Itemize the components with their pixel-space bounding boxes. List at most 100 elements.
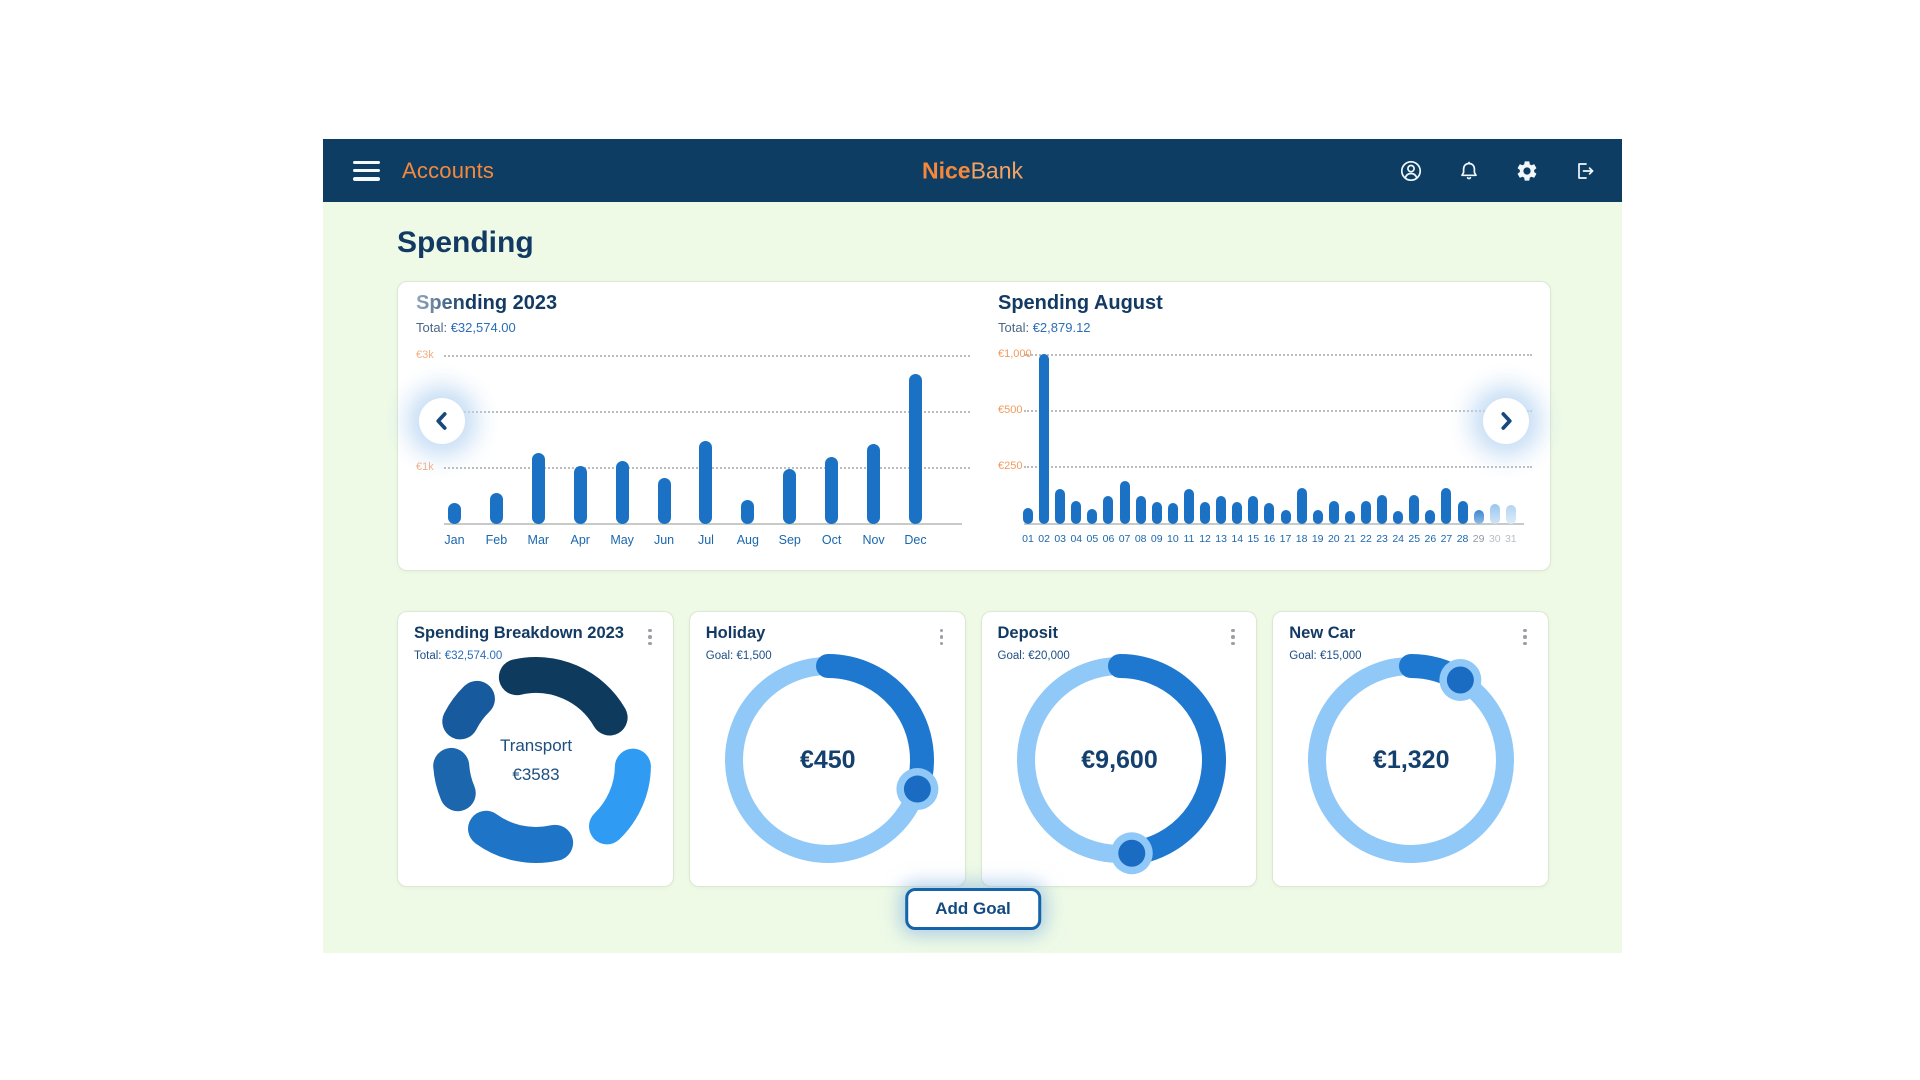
bar <box>1087 509 1098 524</box>
x-axis-category-label: Apr <box>570 533 590 547</box>
bar-column: Apr <box>570 341 590 547</box>
bar <box>1441 487 1452 524</box>
bar-column: 16 <box>1264 341 1275 545</box>
y-axis-tick-label: €250 <box>998 460 1023 473</box>
y-axis-tick-label: €1,000 <box>998 348 1032 361</box>
bar-column: 12 <box>1199 341 1211 545</box>
bar-column: 06 <box>1103 341 1114 545</box>
bar-column: Jul <box>698 341 714 547</box>
x-axis-category-label: 30 <box>1488 533 1501 545</box>
gauge-knob <box>1117 839 1145 867</box>
month-chart-total: Total: €2,879.12 <box>998 320 1163 335</box>
goal-value: €1,500 <box>736 650 772 662</box>
bar <box>1473 509 1484 524</box>
bar-column: Aug <box>737 341 759 547</box>
bar-column: 20 <box>1328 341 1340 545</box>
chevron-right-icon[interactable] <box>1483 398 1529 444</box>
bar-column: 07 <box>1119 341 1130 545</box>
bar <box>1023 507 1033 524</box>
bar <box>741 499 755 524</box>
month-chart-title: Spending August <box>998 292 1163 314</box>
nav-accounts-link[interactable]: Accounts <box>402 157 495 183</box>
month-chart-header: Spending August Total: €2,879.12 <box>998 292 1163 335</box>
x-axis-category-label: 02 <box>1038 533 1050 545</box>
kebab-menu-icon[interactable] <box>639 624 661 650</box>
card-title: New Car <box>1289 624 1356 642</box>
x-axis-line <box>1024 523 1524 525</box>
gauge-knob <box>903 775 931 803</box>
donut-segment-upper-left <box>442 680 495 740</box>
logout-icon[interactable] <box>1572 158 1598 184</box>
notifications-bell-icon[interactable] <box>1456 158 1482 184</box>
x-axis-category-label: 22 <box>1360 533 1372 545</box>
year-chart-total: Total: €32,574.00 <box>416 320 557 335</box>
bar-column: 15 <box>1247 341 1259 545</box>
bar-column: 28 <box>1457 341 1468 545</box>
kebab-menu-icon[interactable] <box>1222 624 1244 650</box>
goal-current-value: €1,320 <box>1373 745 1450 774</box>
bar-column: 11 <box>1183 341 1194 545</box>
bar-column: Mar <box>528 341 549 547</box>
bar <box>657 478 671 524</box>
goal-progress-ring: €1,320 <box>1293 642 1529 878</box>
bar <box>908 373 922 524</box>
card-title: Holiday <box>705 624 766 642</box>
profile-icon[interactable] <box>1398 158 1424 184</box>
goal-cards-row: Spending Breakdown 2023 Total: €32,574.0… <box>397 611 1549 887</box>
y-axis-tick-label: €500 <box>998 404 1023 417</box>
add-goal-button[interactable]: Add Goal <box>905 888 1041 930</box>
donut-segment-lower-left <box>433 747 476 812</box>
bar-column: 05 <box>1087 341 1098 545</box>
x-axis-category-label: 09 <box>1150 533 1163 545</box>
spending-page: Spending Spending 2023 Total: €32,574.00… <box>323 202 1622 953</box>
gridline <box>1024 410 1532 413</box>
donut-segment-top <box>498 657 628 736</box>
x-axis-category-label: Nov <box>862 533 885 547</box>
x-axis-category-label: 05 <box>1086 533 1099 545</box>
x-axis-category-label: 26 <box>1424 533 1437 545</box>
bar <box>1312 509 1323 524</box>
bar <box>573 466 587 524</box>
x-axis-category-label: 06 <box>1102 533 1115 545</box>
year-bar-chart: €3k €1k Jan Feb Mar Apr May Jun Jul Aug Sep Oct Nov D… <box>416 341 976 547</box>
card-total: Total: €32,574.00 <box>414 650 502 662</box>
menu-hamburger-icon[interactable] <box>353 160 380 181</box>
bar <box>1135 495 1146 524</box>
kebab-menu-icon[interactable] <box>1514 624 1536 650</box>
breakdown-donut-chart: Transport €3583 <box>418 642 654 878</box>
bar <box>1457 500 1468 524</box>
bar-column: 13 <box>1215 341 1227 545</box>
gridline <box>1024 466 1532 469</box>
bar <box>1425 509 1436 524</box>
bar-column: 24 <box>1392 341 1404 545</box>
chevron-left-icon[interactable] <box>419 398 465 444</box>
x-axis-category-label: Dec <box>904 533 927 547</box>
brand-light-part: Bank <box>970 157 1024 183</box>
goal-value: €15,000 <box>1319 650 1362 662</box>
x-axis-category-label: Jan <box>444 533 465 547</box>
bar <box>1264 503 1275 524</box>
kebab-menu-icon[interactable] <box>931 624 953 650</box>
settings-gear-icon[interactable] <box>1514 158 1540 184</box>
x-axis-category-label: 24 <box>1392 533 1404 545</box>
bars-group: Jan Feb Mar Apr May Jun Jul Aug Sep Oct Nov Dec <box>444 341 927 547</box>
x-axis-category-label: 18 <box>1295 533 1308 545</box>
x-axis-category-label: 01 <box>1022 533 1034 545</box>
bar <box>1151 502 1162 524</box>
header-icon-group <box>1398 139 1598 202</box>
x-axis-category-label: 10 <box>1167 533 1179 545</box>
x-axis-category-label: 28 <box>1456 533 1469 545</box>
bar <box>1489 504 1500 524</box>
bar <box>1344 510 1355 524</box>
nicebank-app-window: Accounts NiceBank Spending Spending 2023 <box>323 139 1622 953</box>
selected-segment-label: Transport <box>499 735 573 755</box>
x-axis-category-label: Mar <box>527 533 550 547</box>
y-axis-tick-label: €1k <box>416 461 434 473</box>
bar-column: 21 <box>1344 341 1356 545</box>
bar-column: 23 <box>1376 341 1388 545</box>
card-goal: Goal: €15,000 <box>1289 650 1361 662</box>
bar-column: 10 <box>1167 341 1179 545</box>
x-axis-category-label: 25 <box>1408 533 1421 545</box>
bar <box>531 452 545 524</box>
bar <box>1328 501 1339 524</box>
